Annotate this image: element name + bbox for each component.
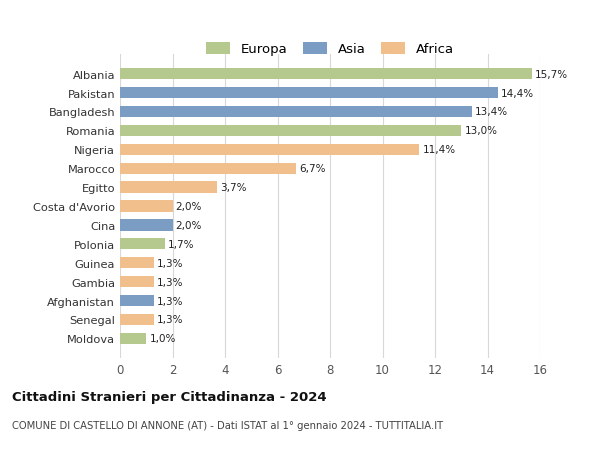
Text: Cittadini Stranieri per Cittadinanza - 2024: Cittadini Stranieri per Cittadinanza - 2… — [12, 390, 326, 403]
Text: 3,7%: 3,7% — [220, 183, 247, 193]
Bar — [120, 69, 532, 80]
Bar — [120, 163, 296, 174]
Text: 14,4%: 14,4% — [501, 89, 534, 98]
Bar — [120, 201, 173, 212]
Text: 1,7%: 1,7% — [168, 239, 194, 249]
Bar — [120, 88, 498, 99]
Bar — [120, 276, 154, 288]
Text: 1,3%: 1,3% — [157, 315, 184, 325]
Legend: Europa, Asia, Africa: Europa, Asia, Africa — [201, 38, 459, 62]
Text: 1,0%: 1,0% — [149, 334, 176, 344]
Text: 1,3%: 1,3% — [157, 277, 184, 287]
Text: 11,4%: 11,4% — [422, 145, 455, 155]
Bar — [120, 239, 164, 250]
Text: 2,0%: 2,0% — [176, 220, 202, 230]
Bar — [120, 295, 154, 307]
Bar — [120, 106, 472, 118]
Text: 1,3%: 1,3% — [157, 258, 184, 268]
Text: 6,7%: 6,7% — [299, 164, 326, 174]
Text: 1,3%: 1,3% — [157, 296, 184, 306]
Text: 13,0%: 13,0% — [464, 126, 497, 136]
Bar — [120, 220, 173, 231]
Bar — [120, 144, 419, 156]
Text: 13,4%: 13,4% — [475, 107, 508, 117]
Bar — [120, 125, 461, 137]
Text: COMUNE DI CASTELLO DI ANNONE (AT) - Dati ISTAT al 1° gennaio 2024 - TUTTITALIA.I: COMUNE DI CASTELLO DI ANNONE (AT) - Dati… — [12, 420, 443, 430]
Text: 15,7%: 15,7% — [535, 69, 568, 79]
Text: 2,0%: 2,0% — [176, 202, 202, 212]
Bar — [120, 182, 217, 193]
Bar — [120, 314, 154, 325]
Bar — [120, 333, 146, 344]
Bar — [120, 257, 154, 269]
